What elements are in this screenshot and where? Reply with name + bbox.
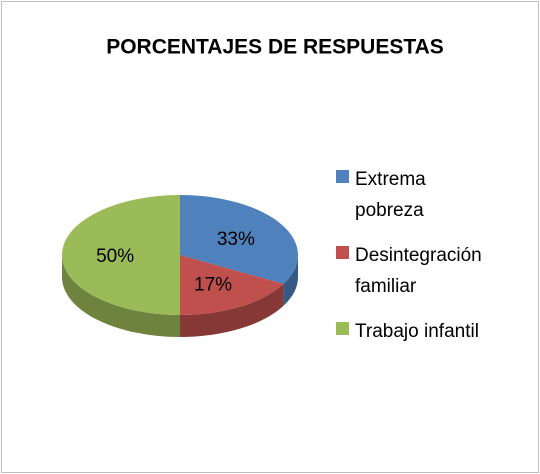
data-label: 33% (217, 229, 255, 250)
legend-swatch (336, 170, 349, 183)
legend-item: Extrema pobreza (336, 164, 506, 226)
chart-title: PORCENTAJES DE RESPUESTAS (106, 36, 444, 59)
pie-side (180, 283, 284, 337)
data-label: 17% (194, 274, 232, 295)
pie-slice (180, 195, 298, 284)
legend-label: Trabajo infantil (355, 321, 479, 342)
pie-side (62, 255, 180, 337)
legend-item: Trabajo infantil (336, 316, 506, 347)
legend-swatch (336, 322, 349, 335)
legend-label: Desintegración familiar (355, 245, 482, 297)
pie-side (283, 255, 298, 306)
pie-slice (62, 195, 180, 315)
legend-label: Extrema pobreza (355, 169, 426, 221)
legend-swatch (336, 246, 349, 259)
data-label: 50% (96, 246, 134, 267)
legend-item: Desintegración familiar (336, 240, 506, 302)
legend: Extrema pobreza Desintegración familiar Tr… (336, 164, 506, 361)
pie-slice (180, 255, 284, 315)
